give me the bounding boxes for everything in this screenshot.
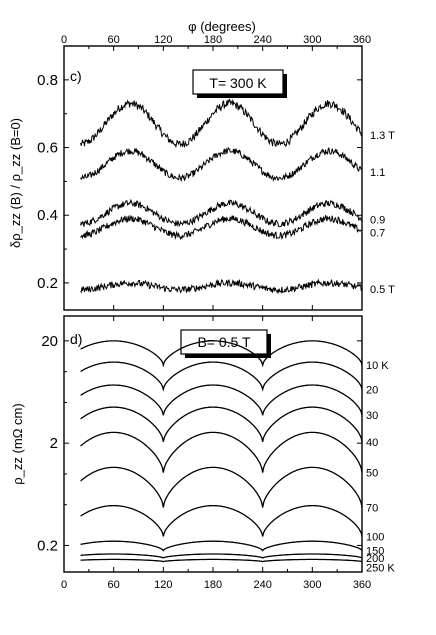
x-tick-label-bottom: 240 [253, 579, 271, 591]
c-series-label: 1.1 [370, 167, 385, 179]
c-y-tick-label: 0.8 [37, 72, 58, 89]
x-tick-label-top: 60 [108, 34, 120, 46]
x-tick-label-top: 0 [61, 34, 67, 46]
x-tick-label-top: 120 [154, 34, 172, 46]
x-tick-label-bottom: 360 [353, 579, 371, 591]
c-series-line [80, 98, 362, 149]
d-series-line [80, 466, 363, 508]
d-series-label: 30 [366, 410, 378, 422]
d-series-label: 150 [366, 546, 384, 558]
top-axis-label: φ (degrees) [188, 19, 256, 34]
c-y-tick-label: 0.6 [37, 140, 58, 157]
panel-c-title-box: T= 300 K [192, 69, 287, 98]
d-series-line [80, 361, 363, 392]
d-series-label: 70 [366, 502, 378, 514]
d-series-label: 40 [366, 437, 378, 449]
d-y-tick-label: 0.2 [37, 537, 58, 554]
d-y-tick-label: 20 [41, 333, 58, 350]
panel-c-title: T= 300 K [209, 75, 267, 91]
panel-d-tag: d) [70, 331, 82, 347]
x-tick-label-bottom: 60 [108, 579, 120, 591]
x-tick-label-bottom: 180 [204, 579, 222, 591]
d-series-line [80, 558, 363, 563]
x-tick-label-bottom: 300 [303, 579, 321, 591]
d-series-line [80, 431, 363, 473]
d-series-label: 200 [366, 553, 384, 565]
d-series-line [80, 384, 363, 416]
c-series-label: 1.3 T [370, 130, 395, 142]
panel-c-tag: c) [70, 68, 82, 84]
x-tick-label-bottom: 120 [154, 579, 172, 591]
d-series-label: 250 K [366, 563, 395, 575]
d-series-label: 100 [366, 531, 384, 543]
panel-d-ylabel: ρ_zz (mΩ cm) [10, 403, 25, 484]
d-series-line [80, 553, 363, 559]
c-series-line [80, 198, 362, 228]
d-series-label: 10 K [366, 360, 389, 372]
x-tick-label-top: 240 [253, 34, 271, 46]
d-y-tick-label: 2 [50, 435, 58, 452]
c-y-tick-label: 0.4 [37, 207, 58, 224]
d-series-line [80, 540, 363, 552]
x-tick-label-top: 300 [303, 34, 321, 46]
d-series-label: 20 [366, 384, 378, 396]
x-tick-label-bottom: 0 [61, 579, 67, 591]
panel-c-ylabel: δρ_zz (B) / ρ_zz (B=0) [8, 118, 23, 248]
x-tick-label-top: 360 [353, 34, 371, 46]
c-series-label: 0.9 [370, 215, 385, 227]
c-series-line [80, 278, 362, 294]
c-series-label: 0.7 [370, 227, 385, 239]
c-y-tick-label: 0.2 [37, 275, 58, 292]
d-series-line [80, 340, 363, 368]
c-series-line [80, 214, 362, 241]
x-tick-label-top: 180 [204, 34, 222, 46]
d-series-line [80, 504, 363, 537]
d-series-label: 50 [366, 468, 378, 480]
c-series-label: 0.5 T [370, 284, 395, 296]
d-series-line [80, 406, 363, 442]
c-series-line [80, 146, 362, 183]
